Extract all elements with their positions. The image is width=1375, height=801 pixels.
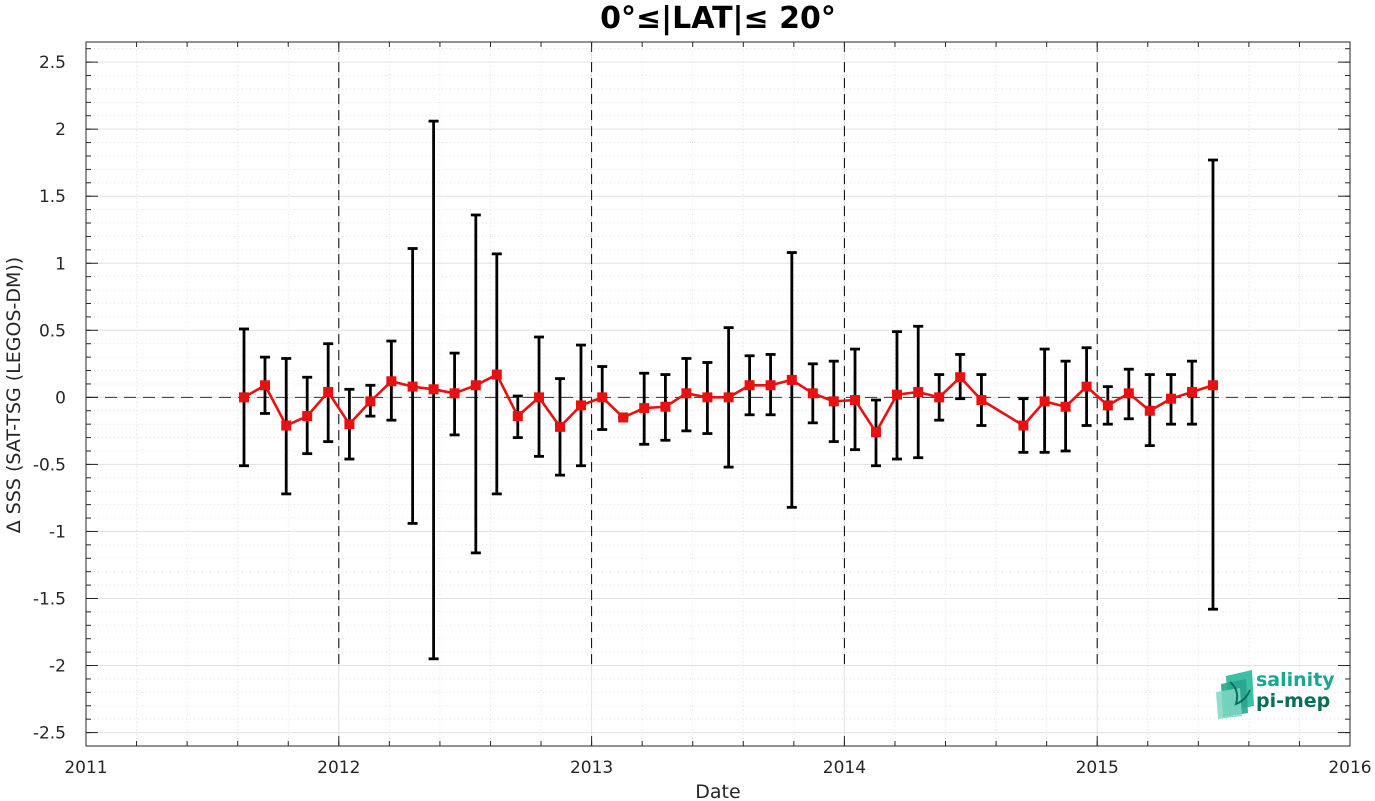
data-point-marker xyxy=(407,381,418,392)
data-point-marker xyxy=(344,419,355,430)
data-point-marker xyxy=(386,376,397,387)
chart-title: 0°≤|LAT|≤ 20° xyxy=(600,1,836,36)
data-point-marker xyxy=(807,388,818,399)
data-point-marker xyxy=(281,420,292,431)
y-tick-label: 2.5 xyxy=(39,53,66,73)
y-tick-label: -1 xyxy=(49,522,66,542)
data-point-marker xyxy=(428,384,439,395)
data-point-marker xyxy=(723,392,734,403)
y-tick-label: 2 xyxy=(55,120,66,140)
data-point-marker xyxy=(1018,420,1029,431)
data-point-marker xyxy=(239,392,249,403)
data-point-marker xyxy=(744,380,755,391)
logo-line1: salinity xyxy=(1256,669,1335,691)
x-tick-label: 2012 xyxy=(317,758,360,778)
data-point-marker xyxy=(1207,380,1218,391)
data-point-marker xyxy=(891,389,902,400)
y-tick-label: 0.5 xyxy=(39,321,66,341)
series-line xyxy=(243,373,1214,434)
data-point-marker xyxy=(639,403,650,414)
y-tick-label: 1 xyxy=(55,254,66,274)
data-point-marker xyxy=(491,369,502,380)
data-point-marker xyxy=(1081,381,1092,392)
data-point-marker xyxy=(555,421,565,432)
logo-line2: pi-mep xyxy=(1256,690,1330,712)
salinity-pi-mep-logo: salinity pi-mep xyxy=(1216,669,1335,719)
y-tick-label: -2 xyxy=(49,657,66,677)
y-tick-label: 1.5 xyxy=(39,187,66,207)
data-point-marker xyxy=(1060,401,1071,412)
axes-frame xyxy=(85,41,1351,747)
logo-mark-icon xyxy=(1216,670,1254,719)
data-point-marker xyxy=(660,401,671,412)
data-point-marker xyxy=(1187,386,1197,397)
data-point-marker xyxy=(302,411,313,422)
y-tick-label: 0 xyxy=(55,388,66,408)
data-point-marker xyxy=(1102,400,1113,411)
data-point-marker xyxy=(575,400,586,411)
data-point-marker xyxy=(955,372,966,383)
data-point-marker xyxy=(259,380,270,391)
x-tick-label: 2014 xyxy=(823,758,866,778)
axis-ticks xyxy=(85,42,1351,747)
x-axis-label: Date xyxy=(695,781,740,801)
data-point-marker xyxy=(597,392,608,403)
data-point-marker xyxy=(1039,396,1050,407)
data-point-marker xyxy=(765,380,776,391)
data-point-marker xyxy=(470,380,481,391)
tick-labels: 2011 2012 2013 2014 2015 2016 2.5 2 1.5 1 0.5 0 -0.5… xyxy=(33,53,1372,778)
data-point-marker xyxy=(1166,393,1177,404)
x-tick-label: 2011 xyxy=(64,758,107,778)
data-point-marker xyxy=(786,374,797,385)
data-point-marker xyxy=(618,412,629,423)
x-tick-label: 2015 xyxy=(1076,758,1119,778)
data-point-marker xyxy=(934,392,945,403)
data-point-marker xyxy=(365,396,376,407)
data-point-marker xyxy=(512,411,523,422)
data-point-marker xyxy=(1123,388,1134,399)
data-point-marker xyxy=(449,388,460,399)
y-tick-label: -0.5 xyxy=(33,455,66,475)
series-path xyxy=(243,373,1214,434)
data-point-marker xyxy=(1144,405,1155,416)
data-point-marker xyxy=(976,395,987,406)
x-tick-label: 2013 xyxy=(570,758,613,778)
data-point-marker xyxy=(871,427,881,438)
y-tick-label: -2.5 xyxy=(33,724,66,744)
data-point-marker xyxy=(534,392,545,403)
data-markers xyxy=(239,369,1218,438)
y-axis-label: Δ SSS (SAT-TSG (LEGOS-DM)) xyxy=(3,257,25,533)
x-tick-label: 2016 xyxy=(1328,758,1371,778)
data-point-marker xyxy=(681,388,692,399)
axes-box xyxy=(85,41,1351,747)
data-point-marker xyxy=(850,395,861,406)
data-point-marker xyxy=(913,386,924,397)
data-point-marker xyxy=(828,396,839,407)
data-point-marker xyxy=(323,386,334,397)
y-tick-label: -1.5 xyxy=(33,589,66,609)
data-point-marker xyxy=(702,392,713,403)
